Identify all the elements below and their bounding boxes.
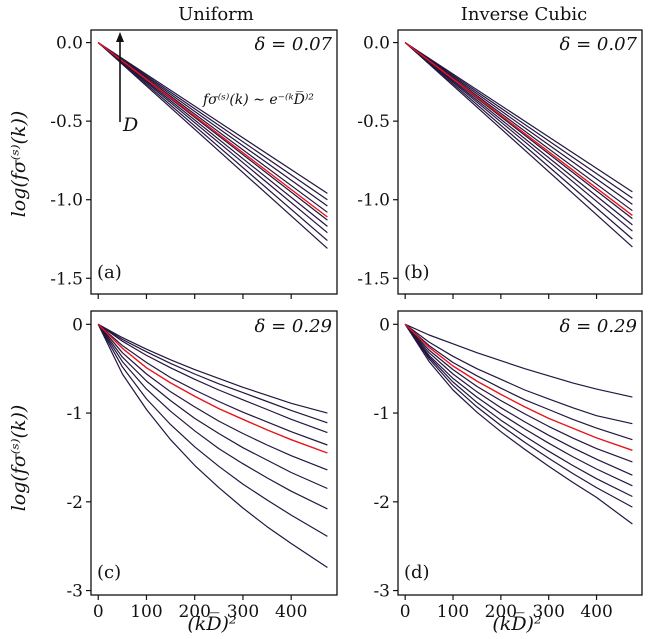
column-title-uniform: Uniform: [178, 4, 254, 25]
d-arrow-label: D: [122, 114, 138, 136]
panel-d: 0 -1 -2 -3 0 100 200 300 400: [373, 310, 643, 622]
x-tick-label-c: 0: [93, 602, 104, 622]
series-line-b: [404, 42, 633, 199]
series-line-a: [97, 42, 328, 201]
series-line-b: [404, 42, 633, 240]
panel-letter-a: (a): [97, 262, 122, 283]
series-line-a: [97, 42, 328, 234]
x-tick-label-c: 300: [227, 602, 259, 622]
series-line-c: [97, 323, 328, 424]
series-line-a: [97, 42, 328, 249]
panel-b: 0.0 -0.5 -1.0 -1.5: [357, 29, 643, 299]
series-line-d: [404, 323, 633, 476]
series-line-d: [404, 323, 633, 508]
y-tick-label-d: -3: [373, 582, 390, 602]
y-tick-label-b: -1.0: [357, 191, 390, 211]
y-axis-label-top: log(fσ⁽ˢ⁾(k)): [8, 111, 30, 218]
x-axis-label-left: (kD̅)²: [187, 613, 236, 635]
y-tick-label-a: 0.0: [56, 34, 83, 54]
series-line-highlight-b: [404, 42, 633, 216]
y-tick-label-d: -2: [373, 493, 390, 513]
series-line-b: [404, 42, 633, 226]
series-line-d: [404, 323, 633, 498]
series-line-b: [404, 42, 633, 248]
series-line-c: [97, 323, 328, 434]
y-tick-label-a: -0.5: [50, 112, 83, 132]
series-line-c: [97, 324, 328, 569]
y-tick-label-c: -2: [66, 493, 83, 513]
y-tick-label-d: -1: [373, 404, 390, 424]
y-tick-label-c: -3: [66, 582, 83, 602]
panel-letter-b: (b): [404, 262, 430, 283]
x-tick-label-c: 100: [130, 602, 162, 622]
x-tick-label-d: 0: [400, 602, 411, 622]
delta-label-b: δ = 0.07: [560, 34, 638, 55]
panel-letter-c: (c): [97, 562, 121, 583]
y-tick-label-b: -0.5: [357, 112, 390, 132]
y-axis-label-bottom: log(fσ⁽ˢ⁾(k)): [8, 405, 30, 512]
series-line-highlight-a: [97, 42, 328, 218]
series-line-c: [97, 323, 328, 471]
x-tick-label-d: 100: [437, 602, 469, 622]
delta-label-c: δ = 0.29: [255, 316, 332, 337]
series-line-highlight-d: [404, 323, 633, 451]
y-tick-label-d: 0: [379, 315, 390, 335]
series-line-d: [404, 323, 633, 487]
y-tick-label-a: -1.0: [50, 191, 83, 211]
panel-a: 0.0 -0.5 -1.0 -1.5: [50, 29, 338, 299]
series-line-c: [97, 323, 328, 490]
series-line-a: [97, 42, 328, 242]
plot-frame-d: [397, 310, 643, 596]
y-tick-label-b: 0.0: [363, 34, 390, 54]
d-arrow-head: [116, 32, 124, 42]
series-line-c: [97, 323, 328, 414]
series-line-a: [97, 42, 328, 194]
column-title-inverse-cubic: Inverse Cubic: [461, 4, 587, 25]
panel-letter-d: (d): [404, 562, 430, 583]
y-tick-label-c: 0: [72, 315, 83, 335]
x-tick-label-d: 400: [580, 602, 612, 622]
series-line-c: [97, 323, 328, 510]
formula-annotation: fσ⁽ˢ⁾(k) ∼ e⁻⁽ᵏD̅⁾²: [202, 89, 314, 108]
delta-label-d: δ = 0.29: [560, 316, 637, 337]
x-tick-label-c: 200: [178, 602, 210, 622]
x-axis-label-right: (kD̅)²: [492, 613, 541, 635]
y-tick-label-c: -1: [66, 404, 83, 424]
y-tick-label-a: -1.5: [50, 269, 83, 289]
series-line-b: [404, 42, 633, 232]
series-line-c: [97, 323, 328, 446]
series-line-d: [404, 323, 633, 441]
x-tick-label-d: 200: [485, 602, 517, 622]
series-line-highlight-c: [97, 323, 328, 454]
series-line-d: [404, 323, 633, 425]
series-line-b: [404, 42, 633, 205]
y-tick-label-b: -1.5: [357, 269, 390, 289]
series-line-b: [404, 42, 633, 193]
plot-frame-a: [90, 29, 338, 295]
series-line-c: [97, 324, 328, 537]
x-tick-label-d: 300: [532, 602, 564, 622]
x-tick-label-c: 400: [275, 602, 307, 622]
series-line-a: [97, 42, 328, 207]
series-line-d: [404, 323, 633, 463]
delta-label-a: δ = 0.07: [255, 34, 333, 55]
plot-frame-b: [397, 29, 643, 295]
panel-c: 0 -1 -2 -3 0 100 200 300 400: [66, 310, 338, 622]
plot-frame-c: [90, 310, 338, 596]
series-line-a: [97, 42, 328, 227]
series-line-d: [404, 323, 633, 525]
series-line-d: [404, 323, 633, 398]
